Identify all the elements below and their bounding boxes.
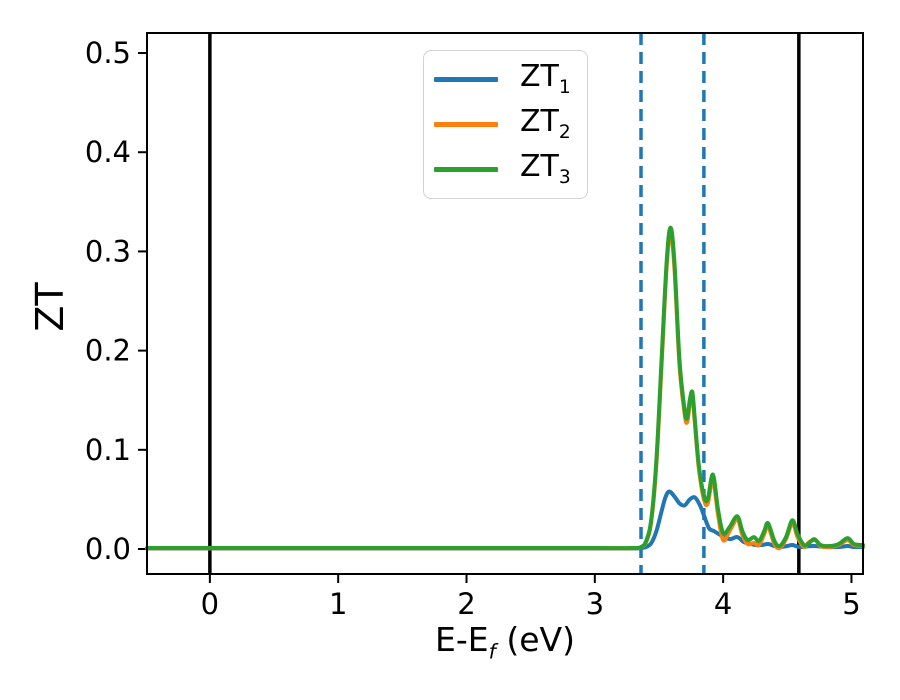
y-tick-label: 0.2 xyxy=(85,334,131,368)
x-tick-label: 1 xyxy=(329,587,347,621)
y-tick-label: 0.0 xyxy=(85,532,131,566)
legend-label-zt2: ZT2 xyxy=(520,103,571,143)
axes-frame xyxy=(146,32,864,575)
legend-item-zt1: ZT1 xyxy=(434,58,577,102)
x-axis-ticks xyxy=(208,574,853,583)
y-tick-label: 0.3 xyxy=(85,234,131,268)
legend-line-sample-zt3 xyxy=(434,167,498,172)
curve-zt3 xyxy=(145,225,865,551)
legend-item-zt2: ZT2 xyxy=(434,103,577,147)
x-tick-label: 5 xyxy=(842,587,860,621)
x-axis-label: E-Ef (eV) xyxy=(435,620,575,664)
y-axis-ticks xyxy=(138,52,147,551)
legend-line-sample-zt2 xyxy=(434,122,498,127)
x-axis-tick-labels: 0 1 2 3 4 5 xyxy=(201,587,861,621)
y-tick-label: 0.4 xyxy=(85,135,131,169)
legend-label-zt1: ZT1 xyxy=(520,58,571,98)
y-tick-label: 0.1 xyxy=(85,433,131,467)
x-tick-label: 2 xyxy=(457,587,475,621)
curve-zt2 xyxy=(145,231,865,551)
x-tick-label: 3 xyxy=(586,587,604,621)
legend-line-sample-zt1 xyxy=(434,77,498,82)
legend-item-zt3: ZT3 xyxy=(434,148,577,192)
x-axis-label-subscript: f xyxy=(488,639,496,664)
x-tick-label: 4 xyxy=(714,587,732,621)
y-axis-tick-labels: 0.0 0.1 0.2 0.3 0.4 0.5 xyxy=(85,36,131,566)
x-tick-label: 0 xyxy=(201,587,219,621)
y-axis-label: ZT xyxy=(28,282,72,332)
legend-label-zt3: ZT3 xyxy=(520,148,571,188)
y-tick-label: 0.5 xyxy=(85,36,131,70)
legend: ZT1 ZT2 ZT3 xyxy=(423,50,588,199)
